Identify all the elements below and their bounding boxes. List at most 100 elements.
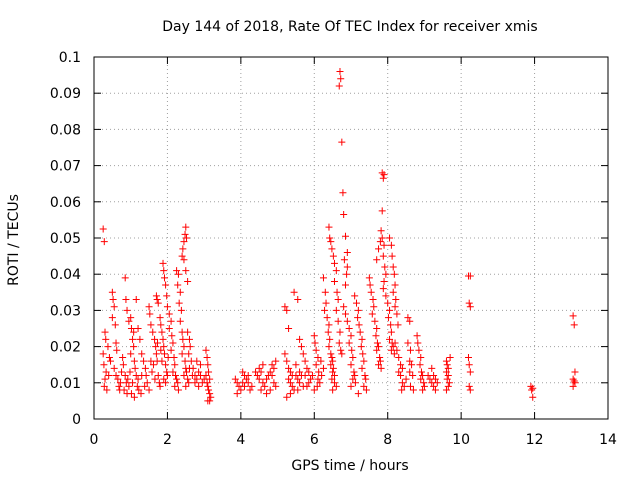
data-point	[204, 382, 212, 390]
data-point	[353, 299, 361, 307]
data-point	[442, 357, 450, 365]
data-point	[384, 299, 392, 307]
data-point	[334, 296, 342, 304]
data-point	[174, 270, 182, 278]
data-point	[183, 234, 191, 242]
data-point	[115, 382, 123, 390]
y-tick-label: 0.03	[50, 303, 81, 319]
data-point	[153, 296, 161, 304]
data-point	[124, 375, 132, 383]
data-point	[362, 375, 370, 383]
data-point	[174, 379, 182, 387]
data-point	[351, 372, 359, 380]
data-point	[237, 386, 245, 394]
data-point	[351, 379, 359, 387]
data-point	[310, 386, 318, 394]
data-point	[305, 379, 313, 387]
data-point	[248, 382, 256, 390]
data-point	[231, 375, 239, 383]
data-point	[324, 328, 332, 336]
data-point	[326, 234, 334, 242]
x-axis-label: GPS time / hours	[291, 458, 408, 474]
data-point	[156, 314, 164, 322]
data-point	[337, 346, 345, 354]
data-point	[163, 292, 171, 300]
data-point	[316, 379, 324, 387]
data-point	[336, 328, 344, 336]
data-point	[163, 372, 171, 380]
data-point	[444, 364, 452, 372]
data-point	[465, 382, 473, 390]
data-point	[176, 288, 184, 296]
data-point	[340, 210, 348, 218]
data-point	[99, 350, 107, 358]
data-point	[189, 364, 197, 372]
data-point	[335, 339, 343, 347]
data-point	[357, 343, 365, 351]
data-point	[101, 328, 109, 336]
data-point	[134, 375, 142, 383]
data-point	[131, 364, 139, 372]
data-point	[406, 317, 414, 325]
x-tick-label: 2	[163, 432, 172, 448]
data-point	[388, 252, 396, 260]
data-point	[356, 328, 364, 336]
data-point	[172, 372, 180, 380]
data-point	[343, 270, 351, 278]
data-point	[417, 375, 425, 383]
data-point	[347, 382, 355, 390]
data-point	[126, 368, 134, 376]
data-point	[319, 364, 327, 372]
data-point	[114, 375, 122, 383]
data-point	[400, 382, 408, 390]
data-point	[378, 234, 386, 242]
x-tick-label: 12	[526, 432, 544, 448]
data-point	[138, 350, 146, 358]
data-point	[431, 386, 439, 394]
data-point	[270, 364, 278, 372]
data-point	[415, 346, 423, 354]
data-point	[160, 274, 168, 282]
data-point	[301, 372, 309, 380]
data-point	[340, 303, 348, 311]
data-point	[174, 281, 182, 289]
data-point	[108, 314, 116, 322]
data-point	[160, 350, 168, 358]
data-point	[171, 382, 179, 390]
data-point	[330, 259, 338, 267]
data-point	[386, 234, 394, 242]
data-point	[170, 353, 178, 361]
data-point	[253, 372, 261, 380]
data-point	[112, 339, 120, 347]
data-point	[158, 357, 166, 365]
data-point	[389, 263, 397, 271]
data-point	[464, 353, 472, 361]
data-point	[380, 171, 388, 179]
data-point	[406, 357, 414, 365]
data-point	[167, 346, 175, 354]
data-point	[182, 382, 190, 390]
data-point	[122, 296, 130, 304]
data-point	[268, 361, 276, 369]
data-point	[307, 375, 315, 383]
data-point	[137, 390, 145, 398]
data-point	[360, 382, 368, 390]
data-point	[266, 368, 274, 376]
data-point	[404, 339, 412, 347]
data-point	[286, 379, 294, 387]
data-point	[130, 343, 138, 351]
data-point	[365, 274, 373, 282]
data-point	[406, 368, 414, 376]
data-point	[358, 335, 366, 343]
data-point	[328, 375, 336, 383]
data-point	[376, 357, 384, 365]
data-point	[178, 350, 186, 358]
data-point	[409, 372, 417, 380]
data-point	[349, 353, 357, 361]
grid-lines	[94, 57, 608, 419]
y-tick-label: 0.08	[50, 122, 81, 138]
data-point	[372, 332, 380, 340]
data-point	[191, 379, 199, 387]
data-point	[314, 375, 322, 383]
data-point	[327, 238, 335, 246]
